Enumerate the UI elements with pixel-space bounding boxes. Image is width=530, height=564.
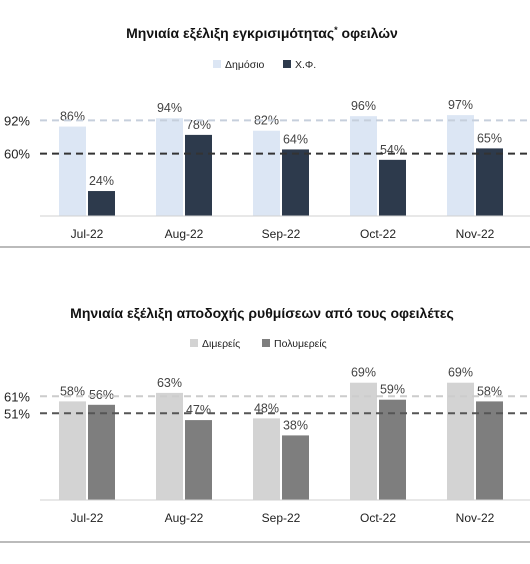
x-tick-label-Nov-22: Nov-22 <box>456 511 495 525</box>
bar-Aug-22-0 <box>156 118 183 216</box>
value-label-Oct-22-1: 54% <box>380 143 405 157</box>
x-tick-label-Aug-22: Aug-22 <box>165 511 204 525</box>
bar-Sep-22-1 <box>282 435 309 500</box>
x-tick-label-Oct-22: Oct-22 <box>360 227 396 241</box>
legend-swatch-1 <box>283 60 291 68</box>
value-label-Sep-22-0: 82% <box>254 114 279 128</box>
bar-Jul-22-0 <box>59 401 86 500</box>
value-label-Jul-22-1: 56% <box>89 388 114 402</box>
legend-swatch-0 <box>213 60 221 68</box>
bar-Nov-22-1 <box>476 148 503 216</box>
value-label-Aug-22-0: 63% <box>157 376 182 390</box>
value-label-Oct-22-1: 59% <box>380 383 405 397</box>
value-label-Aug-22-0: 94% <box>157 101 182 115</box>
bar-Nov-22-0 <box>447 115 474 216</box>
approval-rate-chart: Μηνιαία εξέλιξη εγκρισιμότητας* οφειλών Δ… <box>0 25 530 248</box>
bar-Oct-22-0 <box>350 382 377 500</box>
reference-label-0: 61% <box>4 389 30 404</box>
x-tick-label-Aug-22: Aug-22 <box>165 227 204 241</box>
value-label-Aug-22-1: 47% <box>186 403 211 417</box>
chart-title: Μηνιαία εξέλιξη εγκρισιμότητας* οφειλών <box>126 25 398 41</box>
bar-Sep-22-0 <box>253 130 280 216</box>
x-tick-label-Oct-22: Oct-22 <box>360 511 396 525</box>
value-label-Jul-22-0: 86% <box>60 110 85 124</box>
value-label-Oct-22-0: 96% <box>351 99 376 113</box>
value-label-Jul-22-1: 24% <box>89 174 114 188</box>
chart-title-tail: οφειλών <box>338 25 398 41</box>
bar-Jul-22-0 <box>59 126 86 216</box>
bar-Sep-22-1 <box>282 149 309 216</box>
x-tick-label-Nov-22: Nov-22 <box>456 227 495 241</box>
reference-label-0: 92% <box>4 113 30 128</box>
value-label-Oct-22-0: 69% <box>351 366 376 380</box>
value-label-Jul-22-0: 58% <box>60 384 85 398</box>
chart-title-footnote-mark: * <box>334 25 338 35</box>
bar-Aug-22-0 <box>156 392 183 500</box>
bar-Nov-22-1 <box>476 401 503 500</box>
bar-Nov-22-0 <box>447 382 474 500</box>
bar-Jul-22-1 <box>88 404 115 500</box>
bar-Aug-22-1 <box>185 134 212 216</box>
x-tick-label-Sep-22: Sep-22 <box>262 511 301 525</box>
legend-label-0: Δημόσιο <box>225 59 265 71</box>
value-label-Nov-22-0: 97% <box>448 98 473 112</box>
acceptance-rate-chart: Μηνιαία εξέλιξη αποδοχής ρυθμίσεων από τ… <box>0 305 530 543</box>
chart-title-main: Μηνιαία εξέλιξη εγκρισιμότητας <box>126 25 334 41</box>
bar-Oct-22-1 <box>379 399 406 500</box>
bar-Sep-22-0 <box>253 418 280 500</box>
bar-Oct-22-0 <box>350 116 377 216</box>
legend-label-1: Χ.Φ. <box>295 59 316 71</box>
legend-swatch-1 <box>262 339 270 347</box>
chart-title: Μηνιαία εξέλιξη αποδοχής ρυθμίσεων από τ… <box>70 305 454 321</box>
legend-swatch-0 <box>190 339 198 347</box>
value-label-Aug-22-1: 78% <box>186 118 211 132</box>
bar-Jul-22-1 <box>88 191 115 216</box>
value-label-Nov-22-1: 65% <box>477 131 502 145</box>
x-tick-label-Jul-22: Jul-22 <box>71 227 104 241</box>
bar-Aug-22-1 <box>185 420 212 500</box>
value-label-Sep-22-1: 64% <box>283 132 308 146</box>
value-label-Nov-22-0: 69% <box>448 366 473 380</box>
chart-title-main: Μηνιαία εξέλιξη αποδοχής ρυθμίσεων από τ… <box>70 305 454 321</box>
legend-label-1: Πολυμερείς <box>274 338 327 350</box>
value-label-Sep-22-1: 38% <box>283 418 308 432</box>
value-label-Sep-22-0: 48% <box>254 401 279 415</box>
reference-label-1: 60% <box>4 147 30 162</box>
value-label-Nov-22-1: 58% <box>477 384 502 398</box>
legend-label-0: Διμερείς <box>202 338 240 350</box>
x-tick-label-Sep-22: Sep-22 <box>262 227 301 241</box>
x-tick-label-Jul-22: Jul-22 <box>71 511 104 525</box>
reference-label-1: 51% <box>4 406 30 421</box>
bar-Oct-22-1 <box>379 159 406 216</box>
